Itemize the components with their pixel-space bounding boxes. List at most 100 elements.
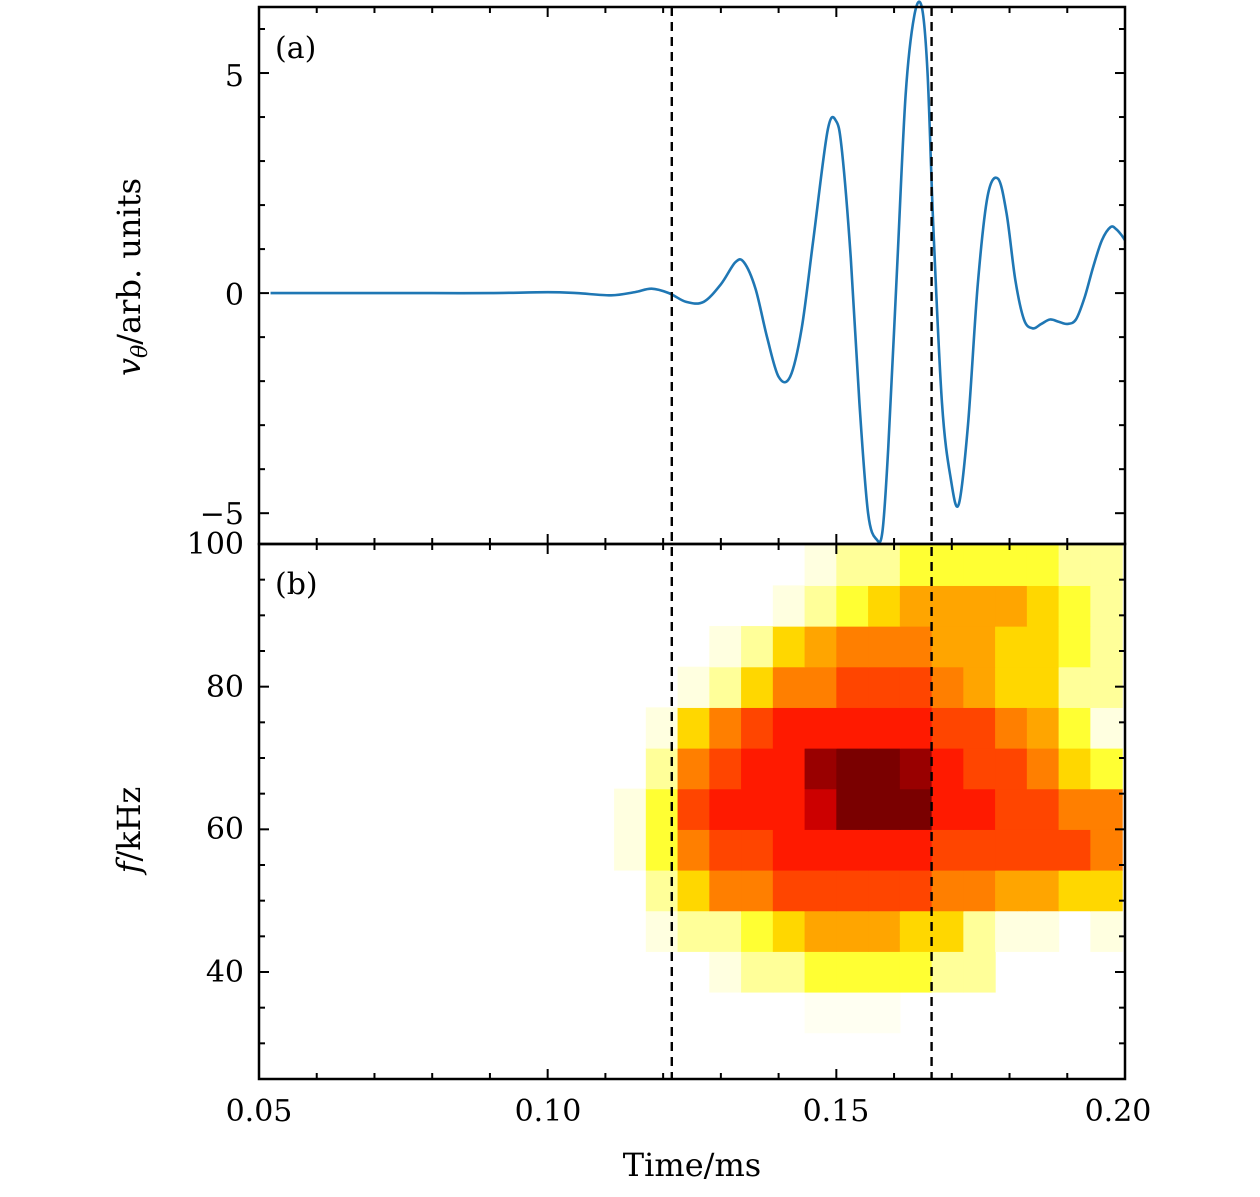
heatmap-cell: [804, 585, 837, 627]
heatmap-cell: [836, 748, 869, 790]
heatmap-cell: [836, 544, 869, 586]
heatmap-cell: [963, 544, 996, 586]
panel-a-ylabel-var: v: [110, 358, 148, 376]
x-axis-label: Time/ms: [623, 1146, 761, 1184]
heatmap-cell: [868, 829, 901, 871]
heatmap-cell: [836, 951, 869, 993]
heatmap-cell: [836, 869, 869, 912]
heatmap-cell: [963, 829, 996, 871]
heatmap-cell: [645, 869, 679, 912]
heatmap-cell: [899, 585, 933, 627]
heatmap-cell: [836, 788, 869, 830]
heatmap-cell: [995, 748, 1028, 790]
heatmap-cell: [995, 666, 1028, 708]
heatmap-cell: [709, 707, 742, 749]
heatmap-cell: [804, 869, 837, 912]
heatmap-cell: [804, 910, 837, 952]
heatmap-cell: [709, 910, 742, 952]
heatmap-cell: [772, 910, 806, 952]
heatmap-cell: [899, 626, 933, 668]
heatmap-cell: [741, 707, 774, 749]
axis-ticks: [258, 7, 1126, 1079]
heatmap-cell: [677, 748, 710, 790]
heatmap-cell: [1058, 707, 1091, 749]
heatmap-cell: [836, 666, 869, 708]
v-theta-series-line: [270, 0, 1127, 544]
heatmap-cell: [1058, 788, 1091, 830]
heatmap-cell: [709, 666, 742, 708]
panel-b-y-axis-label: f/kHz: [110, 787, 148, 876]
heatmap-cell: [1090, 707, 1123, 749]
panel-a-ytick-label: −5: [200, 497, 244, 532]
heatmap-cell: [899, 544, 933, 586]
heatmap-cell: [1058, 626, 1091, 668]
heatmap-cell: [868, 666, 901, 708]
panel-a-label: (a): [275, 31, 316, 66]
heatmap-cell: [931, 544, 964, 586]
heatmap-cell: [677, 829, 710, 871]
heatmap-cell: [963, 748, 996, 790]
heatmap-cell: [772, 748, 806, 790]
heatmap-cell: [1026, 748, 1060, 790]
heatmap-cell: [772, 626, 806, 668]
heatmap-cell: [772, 585, 806, 627]
heatmap-cell: [772, 788, 806, 830]
heatmap-cell: [709, 951, 742, 993]
heatmap-cell: [963, 910, 996, 952]
heatmap-cell: [1026, 910, 1060, 952]
heatmap-cell: [1058, 748, 1091, 790]
heatmap-cell: [677, 788, 710, 830]
heatmap-cell: [931, 951, 964, 993]
heatmap-cell: [677, 910, 710, 952]
heatmap-cell: [1090, 829, 1123, 871]
heatmap-cell: [1090, 748, 1123, 790]
panel-a-frame: [257, 5, 1127, 546]
heatmap-cell: [836, 626, 869, 668]
heatmap-cell: [995, 626, 1028, 668]
heatmap-cell: [1026, 707, 1060, 749]
heatmap-cell: [963, 585, 996, 627]
heatmap-cell: [645, 829, 679, 871]
heatmap-cell: [1026, 788, 1060, 830]
heatmap-cell: [963, 788, 996, 830]
heatmap-cell: [931, 869, 964, 912]
heatmap-cell: [804, 544, 837, 586]
heatmap-cell: [1090, 910, 1123, 952]
heatmap-cell: [1026, 544, 1060, 586]
heatmap-cell: [1026, 829, 1060, 871]
heatmap-cell: [1090, 544, 1123, 586]
heatmap-cell: [868, 544, 901, 586]
heatmap-cell: [804, 951, 837, 993]
heatmap-cell: [931, 748, 964, 790]
heatmap-cell: [645, 748, 679, 790]
heatmap-cell: [899, 910, 933, 952]
heatmap-cell: [963, 707, 996, 749]
heatmap-cell: [868, 707, 901, 749]
heatmap-cell: [931, 666, 964, 708]
heatmap-cell: [836, 991, 869, 1034]
xtick-label: 0.15: [803, 1094, 870, 1129]
heatmap-cell: [741, 626, 774, 668]
heatmap-cell: [899, 707, 933, 749]
heatmap-cell: [1090, 585, 1123, 627]
heatmap-cell: [709, 788, 742, 830]
heatmap-cell: [741, 788, 774, 830]
heatmap-cell: [741, 748, 774, 790]
heatmap-cell: [709, 626, 742, 668]
heatmap-cell: [1026, 869, 1060, 912]
heatmap-cell: [804, 991, 837, 1034]
heatmap-cell: [995, 829, 1028, 871]
heatmap-cell: [931, 829, 964, 871]
panel-a-ylabel-rest: /arb. units: [110, 178, 148, 345]
heatmap-cell: [963, 626, 996, 668]
heatmap-cell: [709, 829, 742, 871]
panel-b-ytick-label: 40: [206, 955, 244, 990]
heatmap-cell: [1058, 544, 1091, 586]
heatmap-cell: [709, 748, 742, 790]
heatmap-cell: [645, 707, 679, 749]
heatmap-cell: [868, 951, 901, 993]
heatmap-cell: [741, 869, 774, 912]
heatmap-cell: [836, 707, 869, 749]
panel-a-ytick-label: 0: [225, 278, 244, 313]
